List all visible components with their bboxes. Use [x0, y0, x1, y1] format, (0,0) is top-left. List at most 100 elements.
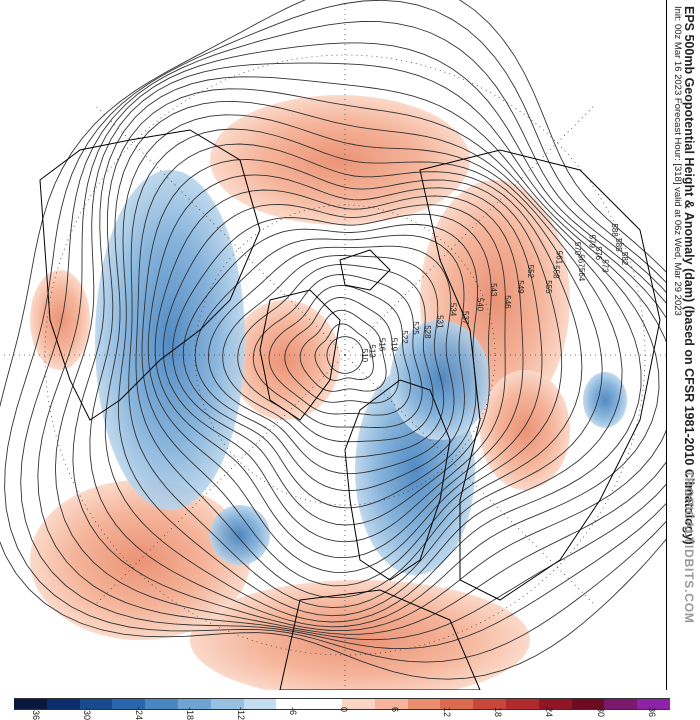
contour-label: 546: [503, 295, 512, 309]
colorbar-swatch: [112, 698, 146, 710]
colorbar-swatch: [440, 698, 474, 710]
colorbar-swatch: [79, 698, 113, 710]
anomaly-ridge-southwest: [30, 480, 250, 640]
contour-label: 585: [614, 238, 623, 252]
anomaly-trough-atlantic: [210, 505, 270, 565]
coast-greenland: [259, 289, 341, 421]
contour-label: 510: [360, 349, 369, 363]
title-block: EPS 500mb Geopotential Height & Anomaly …: [666, 0, 700, 690]
contour-label: 528: [423, 325, 432, 339]
coast-arctic-islands: [339, 249, 391, 291]
colorbar-swatch: [46, 698, 80, 710]
contour-label: 519: [390, 338, 399, 352]
colorbar-swatch: [637, 698, 670, 710]
colorbar-swatch: [571, 698, 605, 710]
height-contour-line: [118, 114, 623, 617]
coast-europe: [344, 379, 451, 581]
colorbar-swatch: [14, 698, 47, 710]
height-contour-line: [172, 213, 492, 526]
colorbar-swatch: [506, 698, 539, 710]
anomaly-ridge-west: [30, 270, 90, 370]
height-contour-line: [128, 128, 603, 609]
map-panel: 588 585 582 579 576 573 570 567 564 561 558 555 552 5…: [0, 0, 667, 690]
colorbar-tick-label: -36: [31, 707, 41, 720]
site-watermark: TROPICALTIDBITS.COM: [682, 470, 696, 624]
height-contour-line: [20, 21, 666, 650]
map-title: EPS 500mb Geopotential Height & Anomaly …: [682, 6, 696, 545]
coast-asia: [419, 149, 661, 601]
contour-label: 543: [489, 283, 498, 297]
height-contour-line: [141, 158, 563, 587]
anomaly-ridge-south: [190, 580, 530, 690]
coastlines: [39, 129, 661, 690]
colorbar-swatch: [243, 698, 277, 710]
contour-label: 573: [600, 259, 609, 273]
contour-label: 567: [577, 254, 586, 268]
contour-label: 570: [573, 242, 582, 256]
contour-labels: 5885855825795765735705675645615585555525…: [360, 223, 629, 362]
colorbar-swatch: [309, 698, 342, 710]
height-contours: [0, 0, 666, 680]
colorbar-swatch: [210, 698, 244, 710]
latitude-circles: [0, 0, 666, 690]
anomaly-trough-barents: [390, 320, 490, 440]
anomaly-trough-east: [583, 372, 627, 428]
anomaly-ridge-north: [210, 95, 470, 225]
map-subtitle: Init: 00z Mar 16 2023 Forecast Hour: [31…: [672, 6, 683, 316]
colorbar-swatch: [178, 698, 211, 710]
height-contour-line: [237, 264, 434, 443]
colorbar-tick-label: -12: [236, 707, 247, 720]
height-contour-line: [147, 174, 543, 573]
height-contour-line: [4, 0, 666, 663]
contour-label: 579: [587, 235, 596, 249]
colorbar-swatch: [276, 698, 310, 710]
contour-label: 516: [378, 338, 387, 352]
colorbar-tick-label: -18: [185, 707, 195, 720]
height-contour-line: [72, 76, 666, 632]
contour-label: 555: [544, 280, 553, 294]
contour-label: 564: [577, 268, 586, 282]
contour-label: 525: [411, 321, 420, 335]
colorbar-swatch: [374, 698, 408, 710]
colorbar-tick-label: -30: [82, 707, 93, 720]
colorbar-swatch: [342, 698, 375, 710]
height-contour-line: [252, 274, 423, 428]
contour-label: 576: [594, 247, 603, 261]
contour-label: 549: [516, 280, 525, 294]
anomaly-colorbar: -36 -30 -24 -18 -12 -6 0 6 12 18 24 30 36: [14, 692, 670, 720]
contour-label: 513: [368, 344, 377, 358]
anomaly-ridge-east: [480, 370, 570, 490]
contour-label: 534: [449, 303, 458, 317]
colorbar-swatch: [145, 698, 178, 710]
height-anomaly-map: 5885855825795765735705675645615585555525…: [0, 0, 666, 690]
contour-label: 561: [555, 251, 564, 265]
height-contour-line: [207, 245, 455, 475]
height-contour-line: [182, 223, 478, 509]
colorbar-tick-label: -24: [133, 707, 144, 720]
contour-label: 540: [475, 298, 484, 312]
contour-label: 552: [526, 265, 535, 279]
height-contour-line: [37, 42, 666, 641]
height-contour-line: [314, 323, 374, 381]
height-contour-line: [299, 309, 387, 392]
contour-label: 582: [620, 252, 629, 266]
contour-label: 558: [551, 265, 560, 279]
height-contour-line: [0, 0, 666, 680]
coast-north-america: [39, 129, 261, 421]
colorbar-swatch: [407, 698, 441, 710]
contour-label: 537: [461, 311, 470, 325]
contour-label: 522: [400, 330, 409, 344]
contour-label: 531: [436, 315, 445, 329]
colorbar-swatch: [538, 698, 572, 710]
height-contour-line: [154, 189, 524, 559]
height-contour-line: [89, 88, 660, 628]
height-contour-line: [162, 203, 506, 543]
colorbar-swatch: [473, 698, 506, 710]
anomaly-trough-west: [95, 170, 245, 510]
height-contour-line: [135, 143, 583, 599]
height-contour-line: [194, 234, 465, 492]
colorbar-tick-label: -6: [287, 707, 298, 716]
coast-africa: [279, 589, 481, 690]
colorbar-tick-label: 6: [390, 707, 401, 713]
height-contour-line: [326, 336, 364, 374]
